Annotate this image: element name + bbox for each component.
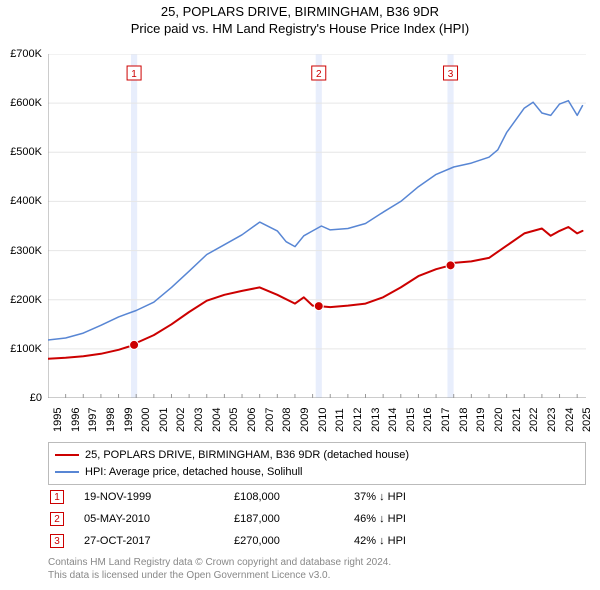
legend-row: 25, POPLARS DRIVE, BIRMINGHAM, B36 9DR (… bbox=[55, 447, 579, 464]
x-tick-label: 2014 bbox=[387, 408, 399, 432]
marker-date: 27-OCT-2017 bbox=[84, 535, 234, 547]
x-tick-label: 2009 bbox=[299, 408, 311, 432]
x-tick-label: 1999 bbox=[123, 408, 135, 432]
x-tick-label: 2017 bbox=[440, 408, 452, 432]
x-tick-label: 2001 bbox=[158, 408, 170, 432]
legend-label: 25, POPLARS DRIVE, BIRMINGHAM, B36 9DR (… bbox=[85, 447, 409, 464]
x-tick-label: 2018 bbox=[458, 408, 470, 432]
x-tick-label: 1998 bbox=[105, 408, 117, 432]
x-tick-label: 1996 bbox=[70, 408, 82, 432]
marker-table-row: 3 27-OCT-2017£270,00042% ↓ HPI bbox=[48, 530, 586, 552]
legend-label: HPI: Average price, detached house, Soli… bbox=[85, 464, 303, 481]
marker-pct: 46% ↓ HPI bbox=[354, 513, 514, 525]
svg-text:2: 2 bbox=[316, 69, 322, 80]
marker-price: £187,000 bbox=[234, 513, 354, 525]
chart-container: 25, POPLARS DRIVE, BIRMINGHAM, B36 9DR P… bbox=[0, 0, 600, 590]
footer-line2: This data is licensed under the Open Gov… bbox=[48, 569, 586, 582]
footer: Contains HM Land Registry data © Crown c… bbox=[48, 556, 586, 582]
x-tick-label: 2002 bbox=[175, 408, 187, 432]
x-tick-label: 2021 bbox=[511, 408, 523, 432]
x-tick-label: 2024 bbox=[564, 408, 576, 432]
y-tick-label: £100K bbox=[10, 343, 42, 355]
plot-svg: 1 2 3 bbox=[48, 54, 586, 398]
marker-table-row: 1 19-NOV-1999£108,00037% ↓ HPI bbox=[48, 486, 586, 508]
title-block: 25, POPLARS DRIVE, BIRMINGHAM, B36 9DR P… bbox=[0, 0, 600, 38]
x-tick-label: 2003 bbox=[193, 408, 205, 432]
x-tick-label: 2016 bbox=[422, 408, 434, 432]
x-tick-label: 2005 bbox=[228, 408, 240, 432]
marker-date: 05-MAY-2010 bbox=[84, 513, 234, 525]
footer-line1: Contains HM Land Registry data © Crown c… bbox=[48, 556, 586, 569]
x-tick-label: 1995 bbox=[52, 408, 64, 432]
y-tick-label: £0 bbox=[30, 392, 42, 404]
marker-badge: 3 bbox=[50, 534, 64, 548]
x-tick-label: 2022 bbox=[528, 408, 540, 432]
y-tick-label: £500K bbox=[10, 146, 42, 158]
legend-swatch bbox=[55, 454, 79, 456]
y-tick-label: £200K bbox=[10, 294, 42, 306]
marker-pct: 37% ↓ HPI bbox=[354, 491, 514, 503]
chart-area: 1 2 3 bbox=[48, 54, 586, 398]
marker-badge: 2 bbox=[50, 512, 64, 526]
svg-text:1: 1 bbox=[131, 69, 137, 80]
marker-date: 19-NOV-1999 bbox=[84, 491, 234, 503]
x-tick-label: 2019 bbox=[475, 408, 487, 432]
x-tick-label: 2004 bbox=[211, 408, 223, 432]
legend-swatch bbox=[55, 471, 79, 473]
marker-table-row: 2 05-MAY-2010£187,00046% ↓ HPI bbox=[48, 508, 586, 530]
marker-price: £108,000 bbox=[234, 491, 354, 503]
marker-pct: 42% ↓ HPI bbox=[354, 535, 514, 547]
x-tick-label: 2012 bbox=[352, 408, 364, 432]
x-tick-label: 1997 bbox=[87, 408, 99, 432]
y-tick-label: £400K bbox=[10, 195, 42, 207]
y-tick-label: £700K bbox=[10, 48, 42, 60]
x-tick-label: 2023 bbox=[546, 408, 558, 432]
x-tick-label: 2015 bbox=[405, 408, 417, 432]
legend: 25, POPLARS DRIVE, BIRMINGHAM, B36 9DR (… bbox=[48, 442, 586, 485]
x-tick-label: 2000 bbox=[140, 408, 152, 432]
x-tick-label: 2010 bbox=[317, 408, 329, 432]
y-axis: £0£100K£200K£300K£400K£500K£600K£700K bbox=[0, 54, 46, 398]
x-tick-label: 2020 bbox=[493, 408, 505, 432]
y-tick-label: £600K bbox=[10, 97, 42, 109]
title-subtitle: Price paid vs. HM Land Registry's House … bbox=[0, 21, 600, 36]
marker-badge: 1 bbox=[50, 490, 64, 504]
title-address: 25, POPLARS DRIVE, BIRMINGHAM, B36 9DR bbox=[0, 4, 600, 19]
legend-row: HPI: Average price, detached house, Soli… bbox=[55, 464, 579, 481]
svg-text:3: 3 bbox=[448, 69, 454, 80]
x-tick-label: 2011 bbox=[334, 408, 346, 432]
x-tick-label: 2025 bbox=[581, 408, 593, 432]
x-tick-label: 2007 bbox=[264, 408, 276, 432]
x-axis: 1995 1996 1997 1998 1999 2000 2001 2002 2003 2004… bbox=[48, 400, 586, 440]
y-tick-label: £300K bbox=[10, 245, 42, 257]
x-tick-label: 2008 bbox=[281, 408, 293, 432]
marker-price: £270,000 bbox=[234, 535, 354, 547]
x-tick-label: 2013 bbox=[370, 408, 382, 432]
marker-table: 1 19-NOV-1999£108,00037% ↓ HPI 2 05-MAY-201… bbox=[48, 486, 586, 552]
x-tick-label: 2006 bbox=[246, 408, 258, 432]
